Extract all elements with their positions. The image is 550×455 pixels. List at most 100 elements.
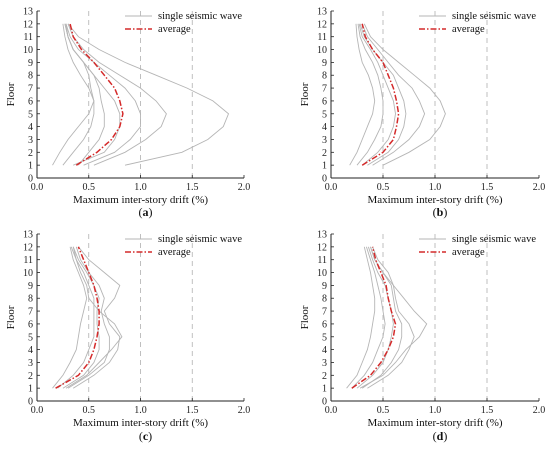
y-tick-label: 11 bbox=[23, 32, 33, 43]
x-tick-label: 0.5 bbox=[83, 182, 96, 193]
y-tick-label: 8 bbox=[322, 294, 327, 305]
y-tick-label: 0 bbox=[322, 397, 327, 408]
y-tick-label: 4 bbox=[322, 345, 327, 356]
single-wave-series-line bbox=[67, 23, 230, 166]
single-wave-series-line bbox=[52, 246, 88, 389]
single-wave-series-line bbox=[361, 246, 403, 389]
panel-label-letter: b bbox=[437, 205, 444, 219]
x-tick-label: 1.0 bbox=[134, 182, 147, 193]
x-tick-label: 0.5 bbox=[377, 182, 390, 193]
legend-label-single-wave: single seismic wave bbox=[452, 11, 536, 22]
single-wave-series-line bbox=[349, 23, 376, 166]
x-tick-label: 1.0 bbox=[134, 405, 147, 416]
single-wave-series-line bbox=[356, 246, 394, 389]
panel-label-paren-close: ) bbox=[443, 429, 447, 443]
x-tick-label: 2.0 bbox=[533, 182, 546, 193]
y-tick-label: 1 bbox=[322, 384, 327, 395]
x-tick-label: 0.5 bbox=[377, 405, 390, 416]
y-tick-label: 3 bbox=[28, 358, 33, 369]
x-tick-label: 0.0 bbox=[31, 182, 44, 193]
y-tick-label: 13 bbox=[23, 7, 33, 18]
y-tick-label: 8 bbox=[28, 71, 33, 82]
panel-label-paren-open: ( bbox=[433, 429, 437, 443]
y-tick-label: 4 bbox=[28, 122, 33, 133]
y-tick-label: 5 bbox=[28, 332, 33, 343]
single-wave-series-line bbox=[351, 246, 386, 389]
y-tick-label: 11 bbox=[317, 32, 327, 43]
average-series-line bbox=[361, 23, 400, 166]
x-tick-label: 1.5 bbox=[186, 182, 199, 193]
y-tick-label: 2 bbox=[28, 148, 33, 159]
y-tick-label: 12 bbox=[317, 19, 327, 30]
y-tick-label: 1 bbox=[28, 161, 33, 172]
y-tick-label: 7 bbox=[28, 307, 33, 318]
legend-label-single-wave: single seismic wave bbox=[452, 234, 536, 245]
x-tick-label: 2.0 bbox=[238, 405, 251, 416]
y-tick-label: 12 bbox=[23, 242, 33, 253]
x-tick-label: 0.0 bbox=[325, 182, 338, 193]
single-wave-series-line bbox=[356, 23, 384, 166]
y-axis-title: Floor bbox=[299, 82, 311, 106]
single-wave-series-line bbox=[57, 246, 95, 389]
y-tick-label: 6 bbox=[28, 96, 33, 107]
x-tick-label: 1.5 bbox=[481, 182, 494, 193]
x-axis-title: Maximum inter-story drift (%) bbox=[73, 194, 208, 206]
average-series-line bbox=[351, 246, 397, 389]
y-tick-label: 3 bbox=[322, 135, 327, 146]
panel-label: (d) bbox=[433, 429, 448, 443]
single-wave-series-line bbox=[367, 246, 415, 389]
y-axis-title: Floor bbox=[5, 82, 17, 106]
legend-label-average: average bbox=[452, 247, 485, 258]
y-tick-label: 13 bbox=[317, 7, 327, 18]
y-tick-label: 10 bbox=[317, 268, 327, 279]
single-wave-series-line bbox=[363, 23, 446, 166]
y-tick-label: 0 bbox=[322, 174, 327, 185]
single-wave-series-line bbox=[65, 246, 123, 389]
single-wave-series-line bbox=[62, 246, 100, 389]
y-tick-label: 9 bbox=[28, 58, 33, 69]
y-tick-label: 13 bbox=[23, 230, 33, 241]
x-tick-label: 0.5 bbox=[83, 405, 96, 416]
y-tick-label: 2 bbox=[322, 148, 327, 159]
y-tick-label: 2 bbox=[322, 371, 327, 382]
y-tick-label: 9 bbox=[322, 281, 327, 292]
y-tick-label: 12 bbox=[317, 242, 327, 253]
x-tick-label: 0.0 bbox=[31, 405, 44, 416]
y-tick-label: 7 bbox=[322, 84, 327, 95]
y-tick-label: 8 bbox=[28, 294, 33, 305]
y-tick-label: 0 bbox=[28, 397, 33, 408]
y-tick-label: 8 bbox=[322, 71, 327, 82]
legend-label-average: average bbox=[158, 247, 191, 258]
y-tick-label: 13 bbox=[317, 230, 327, 241]
y-tick-label: 1 bbox=[28, 384, 33, 395]
average-series-line bbox=[69, 23, 124, 166]
y-tick-label: 9 bbox=[322, 58, 327, 69]
y-tick-label: 11 bbox=[23, 255, 33, 266]
y-tick-label: 10 bbox=[317, 45, 327, 56]
panel-label-letter: d bbox=[437, 429, 444, 443]
x-axis-title: Maximum inter-story drift (%) bbox=[367, 194, 502, 206]
y-tick-label: 7 bbox=[28, 84, 33, 95]
single-wave-series-line bbox=[67, 23, 167, 166]
average-series-line bbox=[55, 246, 100, 389]
y-tick-label: 12 bbox=[23, 19, 33, 30]
y-tick-label: 6 bbox=[28, 319, 33, 330]
single-wave-series-line bbox=[65, 23, 121, 166]
y-tick-label: 5 bbox=[322, 332, 327, 343]
panel-label-paren-close: ) bbox=[148, 429, 152, 443]
panel-label-paren-open: ( bbox=[433, 205, 437, 219]
single-wave-series-line bbox=[52, 23, 95, 166]
x-tick-label: 2.0 bbox=[238, 182, 251, 193]
y-tick-label: 6 bbox=[322, 96, 327, 107]
y-tick-label: 0 bbox=[28, 174, 33, 185]
single-wave-series-line bbox=[361, 23, 426, 166]
panel-label: (c) bbox=[139, 429, 152, 443]
single-wave-series-line bbox=[65, 23, 141, 166]
legend-label-single-wave: single seismic wave bbox=[158, 234, 242, 245]
y-tick-label: 9 bbox=[28, 281, 33, 292]
panel-label-letter: c bbox=[143, 429, 149, 443]
